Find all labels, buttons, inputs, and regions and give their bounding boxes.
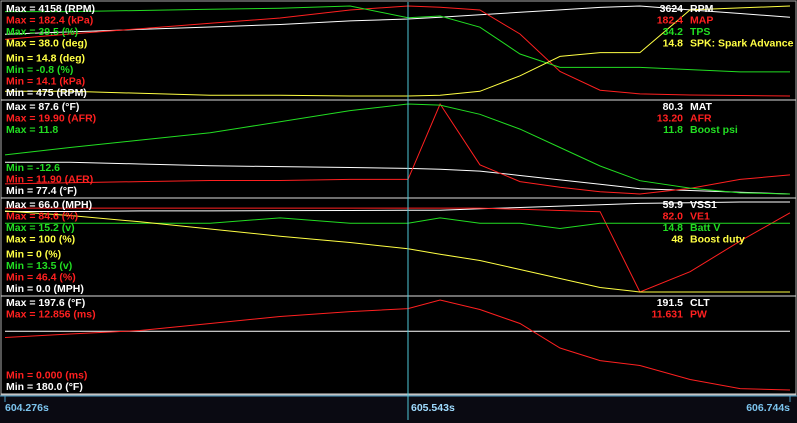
series-line bbox=[4, 299, 791, 391]
max-label: Max = 197.6 (°F) bbox=[6, 297, 85, 309]
series-name: Boost psi bbox=[690, 124, 738, 136]
min-label: Min = 0 (%) bbox=[6, 248, 61, 260]
max-label: Max = 4158 (RPM) bbox=[6, 3, 95, 15]
min-label: Min = 180.0 (°F) bbox=[6, 381, 83, 393]
series-line bbox=[4, 5, 791, 97]
min-label: Min = 46.4 (%) bbox=[6, 271, 76, 283]
series-name: CLT bbox=[690, 297, 710, 309]
max-label: Max = 87.6 (°F) bbox=[6, 101, 79, 113]
max-label: Max = 38.0 (deg) bbox=[6, 37, 87, 49]
series-line bbox=[4, 210, 790, 293]
series-line bbox=[5, 161, 791, 195]
cursor-readout: 59.9 bbox=[663, 199, 684, 211]
cursor-readout: 3624 bbox=[660, 3, 684, 15]
cursor-readout: 11.8 bbox=[663, 124, 683, 136]
series-name: TPS bbox=[690, 26, 710, 38]
series-name: PW bbox=[690, 308, 707, 320]
cursor-readout: 14.8 bbox=[663, 222, 684, 234]
min-label: Min = 0.000 (ms) bbox=[6, 369, 87, 381]
series-line bbox=[4, 5, 791, 35]
max-label: Max = 182.4 (kPa) bbox=[6, 14, 93, 26]
max-label: Max = 11.8 bbox=[6, 124, 58, 136]
cursor-readout: 182.4 bbox=[657, 14, 683, 26]
series-name: SPK: Spark Advance bbox=[690, 37, 794, 49]
series-name: VSS1 bbox=[690, 199, 717, 211]
max-label: Max = 12.856 (ms) bbox=[6, 308, 96, 320]
min-label: Min = 11.90 (AFR) bbox=[6, 173, 93, 185]
series-name: Batt V bbox=[690, 222, 720, 234]
series-name: RPM bbox=[690, 3, 714, 15]
series-line bbox=[4, 103, 791, 195]
min-label: Min = 475 (RPM) bbox=[6, 87, 87, 99]
min-label: Min = -12.6 bbox=[6, 162, 60, 174]
series-line bbox=[5, 217, 790, 230]
series-line bbox=[5, 5, 791, 97]
cursor-readout: 191.5 bbox=[657, 297, 683, 309]
time-strip bbox=[0, 396, 797, 423]
series-line bbox=[5, 207, 791, 293]
series-name: MAT bbox=[690, 101, 713, 113]
min-label: Min = 77.4 (°F) bbox=[6, 185, 77, 197]
series-name: Boost duty bbox=[690, 233, 745, 245]
min-label: Min = 13.5 (v) bbox=[6, 260, 72, 272]
time-label: 604.276s bbox=[5, 402, 49, 414]
cursor-readout: 34.2 bbox=[663, 26, 684, 38]
series-line bbox=[5, 5, 790, 73]
max-label: Max = 15.2 (v) bbox=[6, 222, 75, 234]
cursor-readout: 13.20 bbox=[657, 112, 683, 124]
cursor-readout: 11.631 bbox=[651, 308, 683, 320]
max-label: Max = 19.90 (AFR) bbox=[6, 112, 96, 124]
series-name: AFR bbox=[690, 112, 712, 124]
max-label: Max = 39.5 (%) bbox=[6, 26, 78, 38]
cursor-readout: 14.8 bbox=[663, 37, 684, 49]
series-line bbox=[4, 102, 791, 195]
series-line bbox=[5, 201, 790, 212]
series-name: VE1 bbox=[690, 210, 710, 222]
min-label: Min = -0.8 (%) bbox=[6, 64, 73, 76]
max-label: Max = 100 (%) bbox=[6, 233, 75, 245]
min-label: Min = 14.1 (kPa) bbox=[6, 75, 85, 87]
series-name: MAP bbox=[690, 14, 713, 26]
cursor-readout: 48 bbox=[671, 233, 683, 245]
min-label: Min = 0.0 (MPH) bbox=[6, 283, 84, 295]
time-label: 606.744s bbox=[746, 402, 790, 414]
max-label: Max = 84.6 (%) bbox=[6, 210, 78, 222]
cursor-time: 605.543s bbox=[411, 402, 455, 414]
min-label: Min = 14.8 (deg) bbox=[6, 52, 85, 64]
cursor-readout: 80.3 bbox=[663, 101, 684, 113]
cursor-readout: 82.0 bbox=[663, 210, 684, 222]
max-label: Max = 66.0 (MPH) bbox=[6, 199, 92, 211]
